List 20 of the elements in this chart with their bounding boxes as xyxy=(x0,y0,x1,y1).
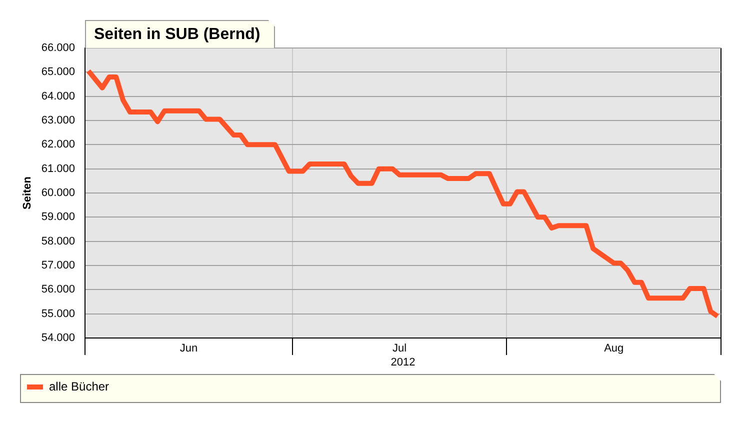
y-tick-label: 65.000 xyxy=(41,66,75,78)
y-tick-label: 60.000 xyxy=(41,187,75,200)
y-tick-label: 61.000 xyxy=(41,162,75,175)
legend-label: alle Bücher xyxy=(49,379,110,394)
chart-title: Seiten in SUB (Bernd) xyxy=(85,20,276,48)
y-tick-label: 57.000 xyxy=(41,260,75,272)
y-tick-label: 58.000 xyxy=(41,235,75,248)
x-tick-label: Jul xyxy=(392,342,407,355)
y-tick-label: 59.000 xyxy=(41,211,75,224)
y-tick-label: 56.000 xyxy=(41,284,75,296)
y-tick-label: 64.000 xyxy=(41,90,75,102)
y-tick-label: 54.000 xyxy=(41,332,75,344)
x-axis-title: 2012 xyxy=(390,356,416,368)
y-tick-label: 62.000 xyxy=(41,138,75,151)
y-tick-label: 55.000 xyxy=(41,308,75,320)
y-tick-label: 63.000 xyxy=(41,114,75,127)
x-tick-label: Aug xyxy=(604,342,624,355)
y-tick-label: 66.000 xyxy=(41,42,75,54)
x-tick-label: Jun xyxy=(180,342,198,355)
y-axis-title: Seiten xyxy=(22,176,34,210)
